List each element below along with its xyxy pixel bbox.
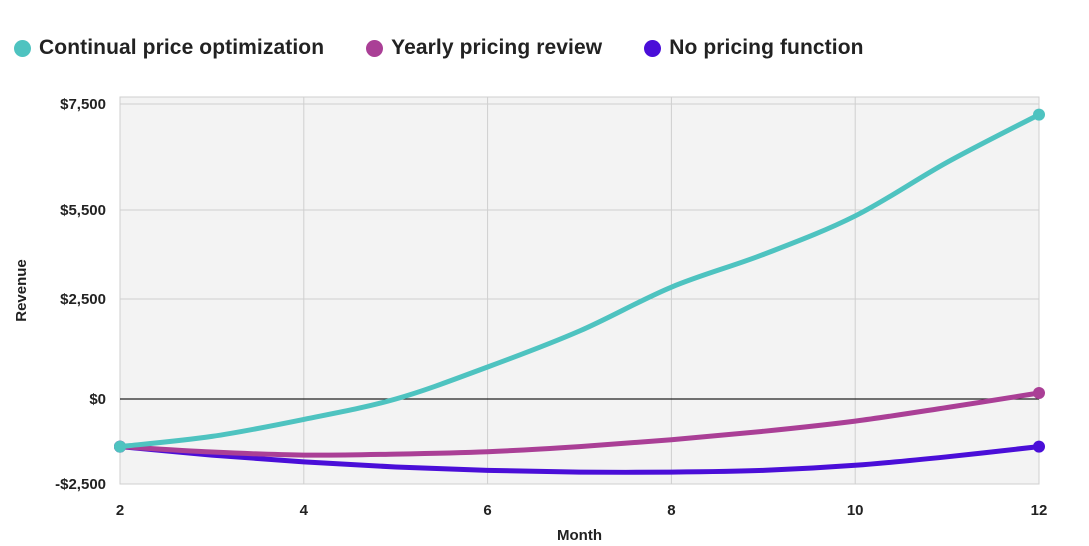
x-tick-label: 4	[300, 502, 309, 519]
x-axis-title: Month	[557, 527, 602, 544]
series-line-2	[117, 444, 1042, 475]
y-tick-label: -$2,500	[55, 476, 106, 493]
y-tick-label: $2,500	[60, 291, 106, 308]
y-axis-title: Revenue	[13, 259, 30, 322]
x-tick-label: 6	[483, 502, 491, 519]
series-line-1	[117, 390, 1042, 458]
y-tick-label: $7,500	[60, 96, 106, 113]
legend-item-continual[interactable]: Continual price optimization	[14, 36, 324, 60]
series-endpoint-marker[interactable]	[1033, 108, 1045, 121]
series-line-0	[117, 112, 1042, 450]
legend-swatch-none	[644, 39, 662, 57]
x-axis-ticks: 2 4 6 8 10 12	[116, 502, 1048, 519]
chart-legend: Continual price optimization Yearly pric…	[14, 36, 906, 60]
legend-label-yearly: Yearly pricing review	[391, 36, 603, 59]
x-tick-label: 12	[1031, 502, 1048, 519]
legend-item-none[interactable]: No pricing function	[644, 36, 863, 60]
legend-swatch-yearly	[366, 39, 384, 57]
series-endpoint-marker[interactable]	[1033, 440, 1045, 453]
series-layer	[114, 108, 1045, 475]
series-endpoint-marker[interactable]	[114, 440, 126, 453]
series-endpoint-marker[interactable]	[1033, 387, 1045, 399]
y-axis-ticks: $7,500 $5,500 $2,500 $0 -$2,500	[55, 96, 106, 493]
legend-item-yearly[interactable]: Yearly pricing review	[366, 36, 602, 60]
x-tick-label: 8	[667, 502, 675, 519]
plot-area	[119, 96, 1040, 485]
x-tick-label: 10	[847, 502, 864, 519]
x-tick-label: 2	[116, 502, 124, 519]
y-tick-label: $5,500	[60, 202, 106, 219]
legend-label-none: No pricing function	[669, 36, 864, 59]
legend-swatch-continual	[14, 39, 31, 57]
y-tick-label: $0	[89, 391, 106, 408]
legend-label-continual: Continual price optimization	[39, 36, 325, 59]
